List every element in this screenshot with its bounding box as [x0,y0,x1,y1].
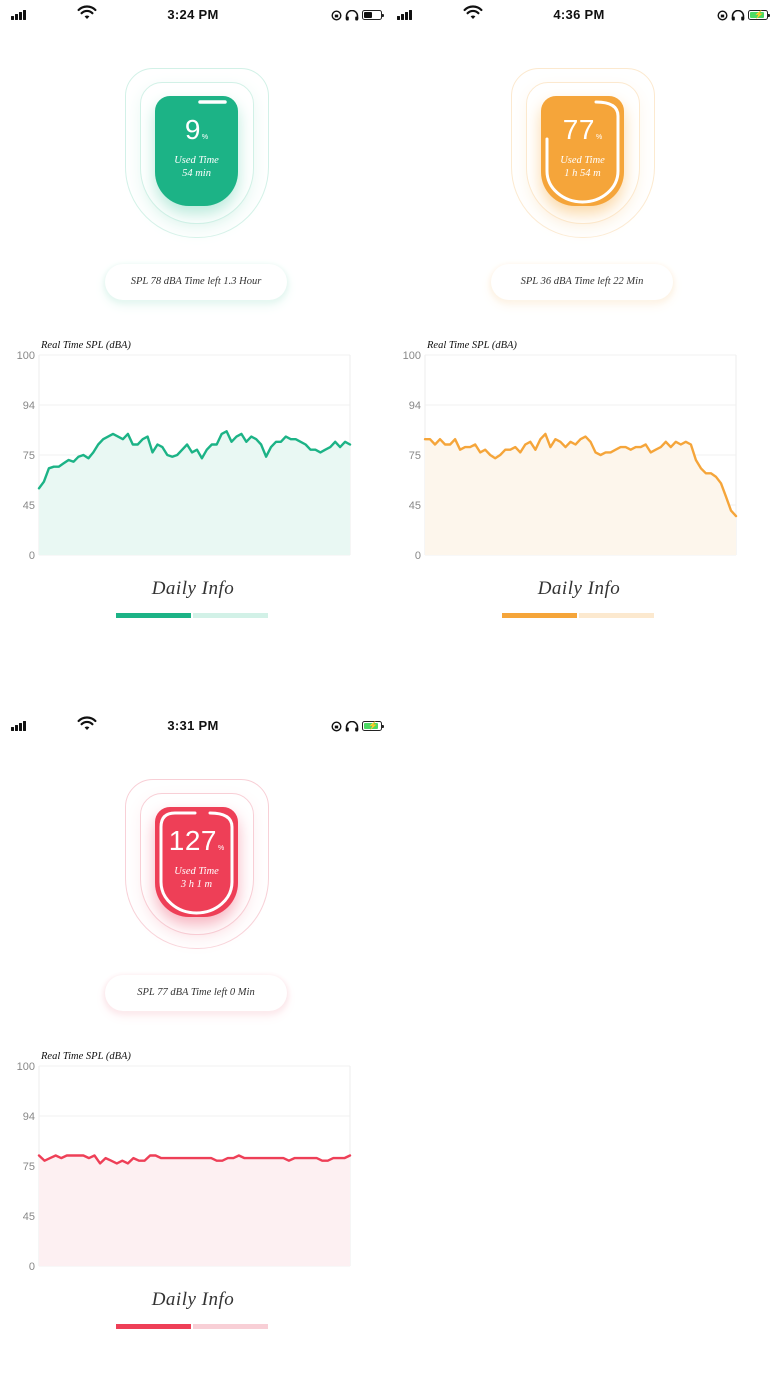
spl-info-pill: SPL 78 dBA Time left 1.3 Hour [105,264,287,300]
y-tick-label: 0 [29,550,35,562]
used-time: Used Time 1 h 54 m [541,154,624,180]
spl-info-pill: SPL 77 dBA Time left 0 Min [105,975,287,1011]
app-screen: 3:31 PM ⚡ 127% [0,711,386,1381]
usage-percent-sign: % [596,134,602,141]
usage-percent: 9% [155,114,238,146]
status-time: 3:31 PM [0,718,386,733]
spl-area [39,1156,350,1267]
battery-icon [362,10,382,20]
spl-area [425,434,736,555]
status-bar: 4:36 PM ⚡ [386,0,772,30]
battery-icon: ⚡ [748,10,768,20]
y-tick-label: 45 [23,1211,35,1223]
y-tick-label: 94 [409,400,421,412]
spl-chart: 100 94 75 45 0 [386,338,772,568]
spl-info-pill: SPL 36 dBA Time left 22 Min [491,264,673,300]
used-time: Used Time 3 h 1 m [155,865,238,891]
y-tick-label: 0 [415,550,421,562]
y-tick-label: 94 [23,400,35,412]
used-time-value: 1 h 54 m [541,167,624,180]
used-time-label: Used Time [155,865,238,878]
orientation-lock-icon [717,10,728,21]
usage-gauge-card[interactable]: 77% Used Time 1 h 54 m [541,96,624,206]
usage-percent-sign: % [218,845,224,852]
usage-percent-value: 127 [169,825,217,856]
orientation-lock-icon [331,10,342,21]
y-tick-label: 100 [17,350,35,362]
page-indicator-active [116,1324,191,1329]
y-tick-label: 75 [23,450,35,462]
usage-percent: 127% [155,825,238,857]
y-tick-label: 75 [23,1161,35,1173]
page-indicator-active [502,613,577,618]
app-screen: 3:24 PM 9% [0,0,386,670]
status-bar: 3:31 PM ⚡ [0,711,386,741]
usage-percent-value: 77 [563,114,595,145]
usage-gauge-card[interactable]: 9% Used Time 54 min [155,96,238,206]
y-tick-label: 100 [17,1061,35,1073]
daily-info-tab[interactable]: Daily Info [0,1289,386,1311]
used-time: Used Time 54 min [155,154,238,180]
usage-percent-sign: % [202,134,208,141]
status-time: 3:24 PM [0,7,386,22]
page-indicator-active [116,613,191,618]
y-tick-label: 94 [23,1111,35,1123]
used-time-value: 3 h 1 m [155,878,238,891]
page-indicator-inactive [193,1324,268,1329]
battery-icon: ⚡ [362,721,382,731]
y-tick-label: 0 [29,1261,35,1273]
usage-gauge-card[interactable]: 127% Used Time 3 h 1 m [155,807,238,917]
headphones-icon [731,10,745,21]
usage-progress-arc [155,96,238,206]
spl-chart: 100 94 75 45 0 [0,1049,386,1279]
status-bar: 3:24 PM [0,0,386,30]
usage-percent-value: 9 [185,114,201,145]
orientation-lock-icon [331,721,342,732]
used-time-label: Used Time [541,154,624,167]
y-tick-label: 45 [409,500,421,512]
daily-info-tab[interactable]: Daily Info [386,578,772,600]
used-time-label: Used Time [155,154,238,167]
y-tick-label: 75 [409,450,421,462]
used-time-value: 54 min [155,167,238,180]
headphones-icon [345,721,359,732]
page-indicator-inactive [193,613,268,618]
usage-percent: 77% [541,114,624,146]
spl-chart: 100 94 75 45 0 [0,338,386,568]
usage-progress-arc [155,807,238,917]
y-tick-label: 100 [403,350,421,362]
status-time: 4:36 PM [386,7,772,22]
y-tick-label: 45 [23,500,35,512]
page-indicator-inactive [579,613,654,618]
headphones-icon [345,10,359,21]
daily-info-tab[interactable]: Daily Info [0,578,386,600]
usage-progress-arc [541,96,624,206]
app-screen: 4:36 PM ⚡ 77% [386,0,772,670]
